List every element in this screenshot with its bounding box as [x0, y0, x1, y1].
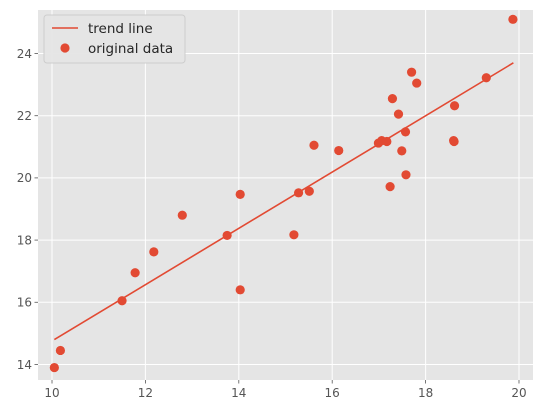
y-tick-label: 14	[17, 358, 32, 372]
data-point	[130, 268, 140, 278]
legend-original-data-label: original data	[88, 41, 173, 57]
data-point	[387, 94, 398, 104]
data-point	[222, 230, 232, 241]
y-tick-label: 22	[17, 109, 32, 123]
data-point	[508, 14, 518, 24]
data-point	[293, 188, 304, 198]
y-axis: 14 16 18 20 22 24	[17, 47, 38, 372]
data-point	[401, 170, 411, 180]
data-point	[117, 296, 127, 306]
data-point	[177, 210, 187, 220]
legend-original-data-marker	[60, 43, 70, 53]
y-tick-label: 18	[17, 233, 32, 247]
data-point	[235, 285, 245, 295]
data-point	[334, 145, 344, 156]
data-point	[382, 136, 392, 147]
data-point	[304, 186, 314, 196]
y-tick-label: 24	[17, 47, 32, 61]
data-point	[481, 73, 491, 83]
legend: trend line original data	[43, 14, 186, 64]
data-point	[235, 189, 245, 199]
data-point	[412, 78, 422, 88]
x-tick-label: 14	[231, 386, 246, 400]
data-point	[55, 345, 66, 356]
legend-box	[43, 14, 186, 64]
data-point	[393, 109, 404, 119]
y-tick-label: 20	[17, 171, 32, 185]
data-point	[449, 136, 459, 147]
data-point	[397, 146, 407, 156]
data-point	[309, 140, 319, 150]
x-tick-label: 12	[138, 386, 153, 400]
x-axis: 10 12 14 16 18 20	[44, 380, 527, 400]
data-point	[385, 182, 395, 192]
trend-line	[53, 62, 514, 341]
plot-area	[38, 10, 533, 380]
data-point	[400, 127, 411, 137]
data-point	[49, 362, 59, 373]
data-point	[149, 247, 159, 257]
y-tick-label: 16	[17, 296, 32, 310]
x-tick-label: 16	[325, 386, 340, 400]
x-tick-label: 20	[511, 386, 526, 400]
data-point	[289, 230, 299, 240]
x-tick-label: 10	[44, 386, 59, 400]
legend-trend-line-label: trend line	[88, 21, 153, 37]
data-point	[449, 101, 460, 111]
x-tick-label: 18	[418, 386, 433, 400]
data-point	[406, 67, 417, 77]
series-layer	[49, 14, 518, 373]
